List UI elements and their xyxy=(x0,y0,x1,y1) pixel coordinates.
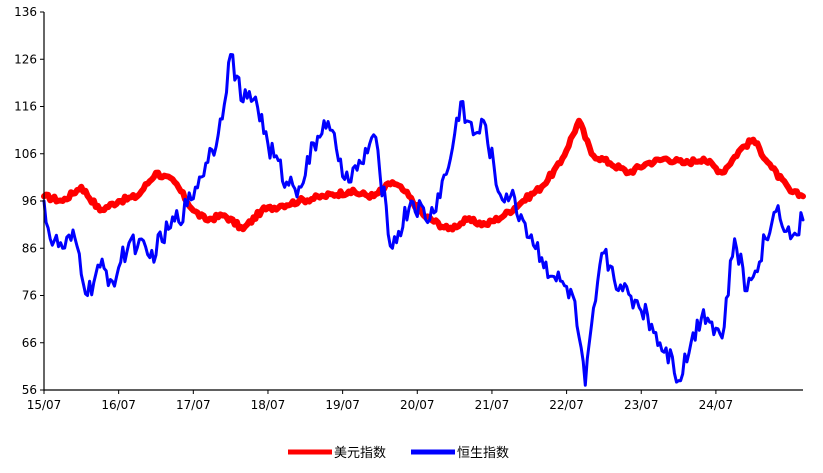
y-tick-label: 126 xyxy=(14,52,37,66)
y-tick-label: 56 xyxy=(22,383,37,397)
y-tick-label: 136 xyxy=(14,5,37,19)
series-layer xyxy=(41,53,806,387)
y-tick-label: 66 xyxy=(22,336,37,350)
legend-label-1: 美元指数 xyxy=(334,446,386,461)
x-tick-label: 21/07 xyxy=(475,398,510,412)
y-tick-label: 86 xyxy=(22,241,37,255)
x-tick-label: 23/07 xyxy=(624,398,659,412)
x-tick-label: 18/07 xyxy=(251,398,286,412)
axes: 56 66 76 86 96 106 116 126 136 15/07 16/07 17/07 18/… xyxy=(14,5,803,412)
legend-label-2: 恒生指数 xyxy=(457,446,509,461)
x-tick-label: 24/07 xyxy=(699,398,734,412)
legend: 美元指数 恒生指数 xyxy=(288,446,509,461)
x-tick-label: 19/07 xyxy=(325,398,360,412)
x-tick-label: 20/07 xyxy=(400,398,435,412)
x-tick-label: 17/07 xyxy=(176,398,211,412)
y-tick-label: 106 xyxy=(14,147,37,161)
y-tick-label: 116 xyxy=(14,100,37,114)
y-tick-label: 76 xyxy=(22,289,37,303)
series-line-2 xyxy=(42,53,805,387)
y-tick-label: 96 xyxy=(22,194,37,208)
x-tick-label: 16/07 xyxy=(101,398,136,412)
x-tick-label: 15/07 xyxy=(27,398,62,412)
x-tick-label: 22/07 xyxy=(549,398,584,412)
